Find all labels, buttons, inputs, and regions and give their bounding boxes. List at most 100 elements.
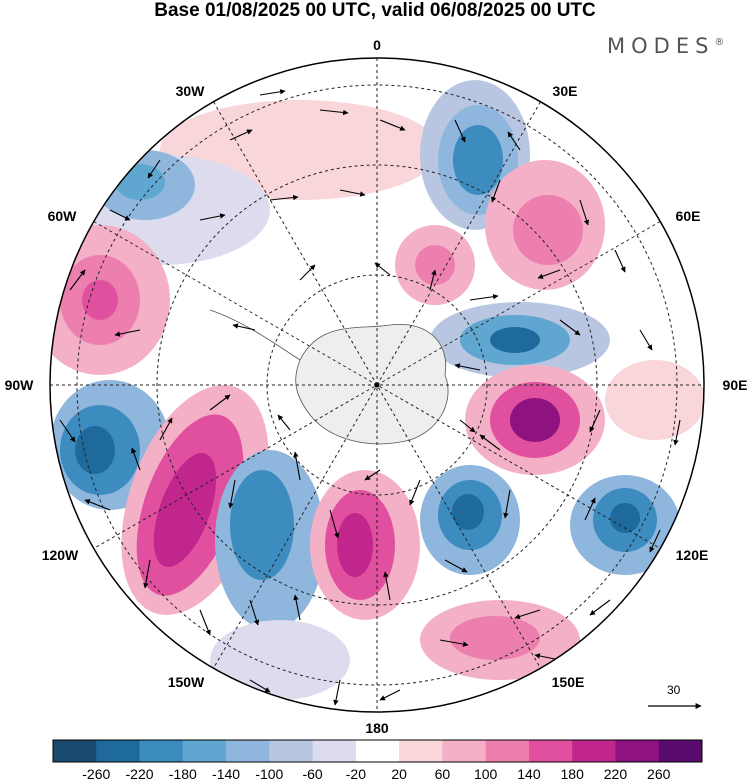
wind-vector (209, 394, 231, 411)
label-60e: 60E (676, 208, 701, 224)
wind-vector (333, 679, 341, 706)
wind-vector (199, 609, 211, 636)
colorbar-border (52, 739, 703, 763)
wind-vector (319, 109, 349, 116)
wind-vector (589, 409, 601, 433)
colorbar-swatch (658, 740, 703, 762)
wind-vector (503, 489, 511, 519)
colorbar-swatch (312, 740, 357, 762)
wind-vector (339, 189, 366, 197)
wind-vector (584, 497, 596, 521)
south-pole-marker (374, 382, 380, 388)
wind-vector (232, 323, 256, 331)
colorbar-tick-label: 220 (603, 766, 628, 782)
colorbar-swatch (399, 740, 443, 762)
colorbar-swatch (355, 740, 400, 762)
wind-vector (673, 419, 681, 446)
wind-vector (277, 414, 291, 431)
colorbar-swatch (528, 740, 573, 762)
wind-vector (614, 249, 626, 273)
wind-vector (514, 609, 541, 620)
wind-vector (491, 179, 501, 203)
label-150e: 150E (552, 674, 585, 690)
colorbar-swatch (53, 740, 97, 762)
colorbar-swatch (269, 740, 314, 762)
map-title: Base 01/08/2025 00 UTC, valid 06/08/2025… (154, 0, 596, 21)
wind-vector (559, 319, 581, 336)
colorbar-swatch (182, 740, 227, 762)
map-boundary (49, 57, 705, 713)
colorbar-swatch (485, 740, 530, 762)
colorbar-swatch (96, 740, 141, 762)
colorbar-tick-label: -260 (82, 766, 111, 782)
wind-vector (131, 447, 141, 471)
label-180: 180 (365, 720, 389, 736)
wind-vector (293, 451, 301, 481)
colorbar-swatch (139, 740, 184, 762)
wind-vector (439, 639, 469, 647)
wind-vector (459, 419, 476, 433)
colorbar-swatch (442, 740, 487, 762)
wind-vector (454, 119, 466, 143)
label-150w: 150W (168, 674, 205, 690)
wind-vector (159, 417, 173, 441)
wind-vector (507, 131, 521, 151)
wind-vector (649, 529, 661, 553)
wind-vector (454, 363, 481, 371)
wind-vector (364, 469, 381, 481)
colorbar-tick-label: 140 (517, 766, 541, 782)
colorbar-tick-label: -220 (125, 766, 154, 782)
wind-vector (379, 689, 401, 701)
wind-vector (69, 269, 86, 291)
label-120e: 120E (676, 547, 709, 563)
wind-vector (537, 269, 561, 279)
wind-vector (293, 594, 301, 621)
wind-vector (429, 269, 437, 291)
reference-vector-label: 30 (667, 683, 681, 697)
wind-vector (109, 209, 131, 221)
wind-vector (269, 194, 299, 201)
wind-vectors (59, 89, 681, 706)
antarctica (295, 323, 449, 445)
colorbar-tick-label: 60 (434, 766, 451, 782)
colorbar (52, 739, 703, 763)
wind-vector (444, 559, 468, 573)
wind-vector (639, 329, 653, 351)
wind-vector (228, 479, 236, 509)
label-30e: 30E (553, 83, 578, 99)
colorbar-swatch (226, 740, 270, 762)
colorbar-tick-label: 100 (473, 766, 498, 782)
wind-vector (84, 499, 111, 511)
label-0: 0 (373, 37, 381, 53)
wind-vector (379, 119, 406, 131)
wind-vector (143, 559, 151, 589)
wind-vector (259, 89, 286, 96)
label-90w: 90W (5, 377, 35, 393)
brand-name: MODES (607, 34, 715, 58)
wind-vector (409, 479, 421, 506)
wind-vector (249, 599, 260, 626)
colorbar-tick-label: -100 (255, 766, 284, 782)
wind-vector (114, 329, 141, 337)
label-30w: 30W (176, 83, 206, 99)
longitude-labels: 0 30E 60E 90E 120E 150E 180 150W 120W 90… (5, 37, 748, 736)
wind-vector (329, 509, 340, 539)
colorbar-tick-label: 260 (647, 766, 671, 782)
wind-vector (59, 419, 76, 443)
colorbar-tick-label: 20 (391, 766, 407, 782)
wind-vector (199, 213, 226, 221)
colorbar-tick-label: -60 (302, 766, 323, 782)
wind-vector (147, 159, 161, 179)
modes-logo: MODES® (607, 34, 724, 58)
colorbar-tick-label: -180 (168, 766, 197, 782)
colorbar-tick-label: 180 (560, 766, 584, 782)
colorbar-swatch (615, 740, 660, 762)
colorbar-swatch (572, 740, 616, 762)
wind-vector (383, 571, 391, 601)
colorbar-tick-label: -140 (212, 766, 241, 782)
label-90e: 90E (723, 377, 748, 393)
wind-vector (479, 434, 501, 451)
wind-vector (249, 679, 271, 693)
label-120w: 120W (42, 547, 79, 563)
